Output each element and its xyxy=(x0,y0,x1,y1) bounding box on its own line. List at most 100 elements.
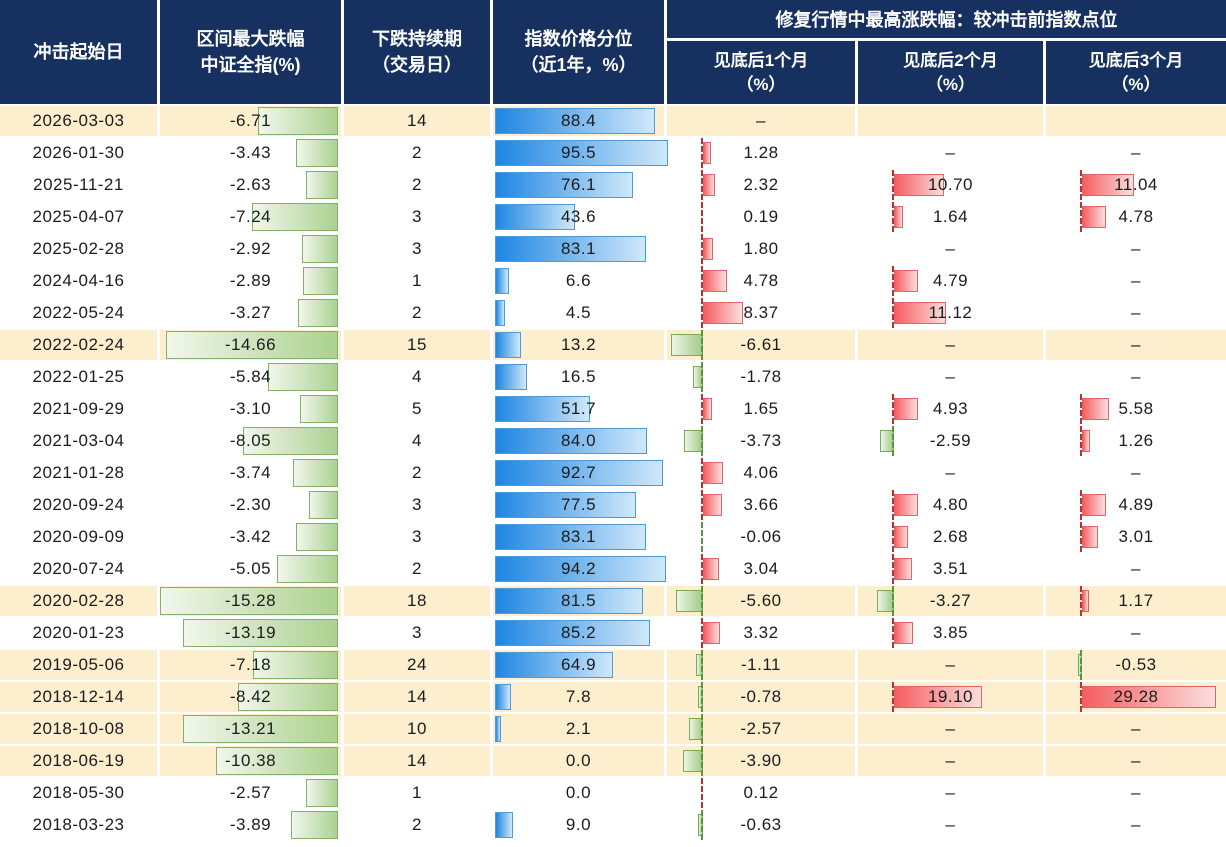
month3-value: – xyxy=(1131,559,1141,578)
table-row: 2025-02-28 -2.92 3 83.1 1.80 – – xyxy=(0,234,1226,266)
percentile-cell: 9.0 xyxy=(493,810,667,840)
percentile-value: 81.5 xyxy=(560,591,597,610)
drawdown-bar xyxy=(296,139,338,167)
drawdown-cell: -2.30 xyxy=(160,490,344,520)
shock-date: 2025-02-28 xyxy=(32,239,125,258)
duration-cell: 3 xyxy=(344,202,493,232)
zero-axis xyxy=(701,362,703,392)
drawdown-bar xyxy=(242,427,338,455)
duration-value: 3 xyxy=(412,239,422,258)
month1-cell: -0.78 xyxy=(667,682,858,712)
column-header-label: 见底后2个月 xyxy=(903,50,998,70)
zero-axis xyxy=(701,810,703,840)
month3-value: – xyxy=(1131,815,1141,834)
month1-cell: -2.57 xyxy=(667,714,858,744)
drawdown-value: -2.89 xyxy=(229,271,272,290)
month3-value: – xyxy=(1131,751,1141,770)
month1-value: -0.06 xyxy=(740,527,782,546)
month3-cell: – xyxy=(1046,138,1226,168)
month3-value: 1.17 xyxy=(1118,591,1154,610)
zero-axis xyxy=(701,426,703,456)
month1-cell: 4.78 xyxy=(667,266,858,296)
month2-value: – xyxy=(945,367,956,386)
zero-axis xyxy=(701,778,703,808)
duration-cell: 3 xyxy=(344,234,493,264)
month3-cell: – xyxy=(1046,714,1226,744)
month1-cell: -3.90 xyxy=(667,746,858,776)
shock-date-cell: 2019-05-06 xyxy=(0,650,160,680)
month1-value: 8.37 xyxy=(743,303,779,322)
percentile-cell: 0.0 xyxy=(493,778,667,808)
month3-value: – xyxy=(1131,719,1141,738)
drawdown-value: -2.63 xyxy=(229,175,272,194)
percentile-bar xyxy=(495,428,648,454)
percentile-bar xyxy=(495,364,527,390)
percentile-value: 83.1 xyxy=(560,239,597,258)
shock-date-cell: 2021-01-28 xyxy=(0,458,160,488)
percentile-value: 16.5 xyxy=(560,367,597,386)
duration-cell: 2 xyxy=(344,554,493,584)
zero-axis xyxy=(892,522,894,552)
month3-value: 3.01 xyxy=(1118,527,1154,546)
month1-value: 0.19 xyxy=(743,207,779,226)
month1-value: -0.78 xyxy=(740,687,782,706)
drawdown-bar xyxy=(306,779,338,807)
percentile-cell: 51.7 xyxy=(493,394,667,424)
month3-value: 5.58 xyxy=(1118,399,1154,418)
month3-cell: 4.78 xyxy=(1046,202,1226,232)
percentile-cell: 64.9 xyxy=(493,650,667,680)
month2-bar xyxy=(894,302,946,324)
duration-cell: 2 xyxy=(344,810,493,840)
month2-value: – xyxy=(945,783,956,802)
month1-cell: 0.19 xyxy=(667,202,858,232)
percentile-cell: 76.1 xyxy=(493,170,667,200)
duration-value: 2 xyxy=(412,559,422,578)
drawdown-value: -13.21 xyxy=(224,719,277,738)
column-header-label: 指数价格分位 xyxy=(524,29,633,49)
month3-value: – xyxy=(1131,783,1141,802)
duration-value: 2 xyxy=(412,815,422,834)
shock-date-cell: 2020-02-28 xyxy=(0,586,160,616)
month2-cell: – xyxy=(858,810,1046,840)
month2-cell: 4.80 xyxy=(858,490,1046,520)
duration-value: 18 xyxy=(407,591,427,610)
zero-axis xyxy=(701,714,703,744)
column-header-label: 冲击起始日 xyxy=(33,42,124,62)
month2-value: – xyxy=(945,143,956,162)
percentile-value: 9.0 xyxy=(565,815,592,834)
month3-cell: 1.26 xyxy=(1046,426,1226,456)
table-row: 2020-09-24 -2.30 3 77.5 3.66 4.80 4.89 xyxy=(0,490,1226,522)
drawdown-cell: -3.27 xyxy=(160,298,344,328)
zero-axis xyxy=(1080,586,1082,616)
zero-axis xyxy=(892,298,894,328)
shock-date: 2018-12-14 xyxy=(32,687,125,706)
percentile-cell: 4.5 xyxy=(493,298,667,328)
month1-cell: 1.28 xyxy=(667,138,858,168)
month1-cell: -0.63 xyxy=(667,810,858,840)
month1-bar xyxy=(703,302,743,324)
percentile-value: 0.0 xyxy=(565,751,592,770)
drawdown-cell: -3.42 xyxy=(160,522,344,552)
month2-cell: 1.64 xyxy=(858,202,1046,232)
shock-date-cell: 2018-10-08 xyxy=(0,714,160,744)
drawdown-value: -3.27 xyxy=(229,303,272,322)
duration-cell: 3 xyxy=(344,522,493,552)
column-header-label: 见底后3个月 xyxy=(1088,50,1184,70)
zero-axis xyxy=(892,202,894,232)
table-row: 2022-01-25 -5.84 4 16.5 -1.78 – – xyxy=(0,362,1226,394)
percentile-bar xyxy=(495,108,656,134)
duration-cell: 3 xyxy=(344,618,493,648)
percentile-cell: 77.5 xyxy=(493,490,667,520)
month1-bar xyxy=(703,270,727,292)
month2-cell: – xyxy=(858,330,1046,360)
percentile-bar xyxy=(495,268,509,294)
shock-date-cell: 2021-09-29 xyxy=(0,394,160,424)
shock-date-cell: 2025-02-28 xyxy=(0,234,160,264)
percentile-value: 43.6 xyxy=(560,207,597,226)
month1-bar xyxy=(703,398,713,420)
duration-value: 1 xyxy=(412,783,422,802)
drawdown-cell: -2.57 xyxy=(160,778,344,808)
drawdown-bar xyxy=(258,107,338,135)
percentile-value: 92.7 xyxy=(560,463,597,482)
percentile-bar xyxy=(495,652,614,678)
